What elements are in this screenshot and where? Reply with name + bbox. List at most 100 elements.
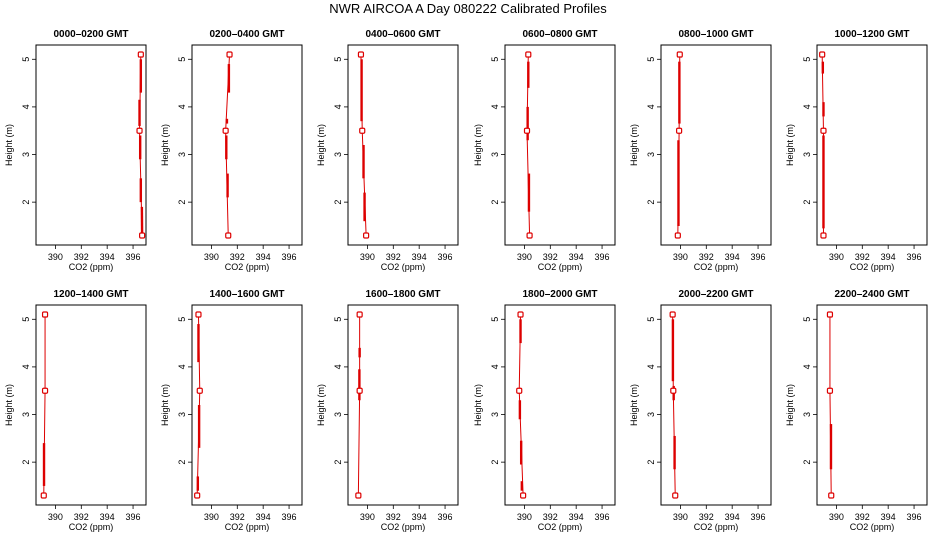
x-tick-label: 390	[673, 252, 688, 262]
y-tick-label: 5	[802, 317, 812, 322]
y-tick-label: 5	[21, 317, 31, 322]
x-tick-label: 390	[204, 252, 219, 262]
x-axis-label: CO2 (ppm)	[69, 262, 114, 272]
data-point	[194, 492, 201, 499]
x-tick-label: 392	[543, 252, 558, 262]
y-tick-label: 2	[333, 460, 343, 465]
y-tick-label: 3	[490, 412, 500, 417]
y-tick-label: 2	[177, 460, 187, 465]
plot-frame	[660, 44, 772, 246]
data-point	[359, 127, 366, 134]
x-tick-label: 390	[204, 512, 219, 522]
y-tick-label: 5	[177, 317, 187, 322]
y-axis-label: Height (m)	[473, 124, 483, 166]
data-point	[357, 51, 365, 58]
y-tick-label: 5	[646, 57, 656, 62]
data-point	[137, 51, 144, 58]
x-tick-label: 394	[725, 252, 740, 262]
x-tick-label: 396	[126, 512, 141, 522]
y-tick-label: 2	[646, 200, 656, 205]
x-tick-label: 392	[699, 252, 714, 262]
y-tick-label: 4	[802, 364, 812, 369]
main-title: NWR AIRCOA A Day 080222 Calibrated Profi…	[329, 1, 607, 16]
y-tick-label: 3	[490, 152, 500, 157]
data-point	[523, 127, 531, 134]
data-point	[225, 232, 232, 239]
x-tick-label: 390	[48, 252, 63, 262]
y-tick-label: 2	[333, 200, 343, 205]
x-tick-label: 392	[543, 512, 558, 522]
y-tick-label: 5	[177, 57, 187, 62]
y-tick-label: 4	[646, 364, 656, 369]
panel-title: 1800–2000 GMT	[522, 289, 597, 300]
data-point	[820, 232, 827, 239]
panel-title: 0000–0200 GMT	[53, 29, 128, 40]
panel-title: 1600–1800 GMT	[365, 289, 440, 300]
y-tick-label: 3	[802, 152, 812, 157]
y-tick-label: 2	[21, 200, 31, 205]
x-tick-label: 390	[673, 512, 688, 522]
y-tick-label: 2	[490, 200, 500, 205]
y-tick-label: 4	[490, 364, 500, 369]
panel-title: 0400–0600 GMT	[365, 29, 440, 40]
plot-frame	[35, 304, 147, 506]
x-tick-label: 394	[412, 512, 427, 522]
x-tick-label: 390	[829, 252, 844, 262]
y-tick-label: 4	[490, 104, 500, 109]
data-point	[195, 311, 202, 318]
data-point	[525, 51, 532, 58]
x-tick-label: 396	[282, 512, 297, 522]
data-point	[139, 232, 146, 239]
x-axis-label: CO2 (ppm)	[538, 522, 583, 532]
data-point	[676, 51, 683, 58]
x-tick-label: 396	[438, 252, 453, 262]
panel-title: 2200–2400 GMT	[834, 289, 909, 300]
y-axis-label: Height (m)	[160, 384, 170, 426]
y-tick-label: 2	[646, 460, 656, 465]
data-point	[355, 492, 362, 499]
y-axis-label: Height (m)	[629, 124, 639, 166]
y-tick-label: 4	[177, 104, 187, 109]
x-axis-label: CO2 (ppm)	[381, 522, 426, 532]
data-point	[136, 127, 143, 134]
x-tick-label: 392	[74, 252, 89, 262]
x-tick-label: 394	[256, 252, 271, 262]
data-point	[222, 127, 229, 134]
plot-frame	[660, 304, 772, 506]
y-axis-label: Height (m)	[160, 124, 170, 166]
data-point	[196, 387, 203, 394]
x-tick-label: 396	[751, 252, 766, 262]
x-tick-label: 390	[360, 252, 375, 262]
data-point	[516, 387, 523, 394]
panel-title: 2000–2200 GMT	[678, 289, 753, 300]
x-tick-label: 392	[74, 512, 89, 522]
y-tick-label: 5	[646, 317, 656, 322]
y-tick-label: 4	[21, 104, 31, 109]
y-tick-label: 3	[177, 152, 187, 157]
x-tick-label: 394	[881, 512, 896, 522]
y-tick-label: 3	[802, 412, 812, 417]
x-tick-label: 394	[725, 512, 740, 522]
x-axis-label: CO2 (ppm)	[694, 522, 739, 532]
x-tick-label: 394	[412, 252, 427, 262]
data-point	[670, 387, 677, 394]
y-tick-label: 4	[802, 104, 812, 109]
x-tick-label: 392	[855, 252, 870, 262]
y-tick-label: 4	[21, 364, 31, 369]
y-axis-label: Height (m)	[785, 384, 795, 426]
data-point	[41, 311, 49, 318]
y-tick-label: 3	[177, 412, 187, 417]
x-axis-label: CO2 (ppm)	[381, 262, 426, 272]
x-axis-label: CO2 (ppm)	[694, 262, 739, 272]
x-tick-label: 392	[855, 512, 870, 522]
y-tick-label: 5	[21, 57, 31, 62]
x-tick-label: 396	[595, 252, 610, 262]
panel-title: 1400–1600 GMT	[209, 289, 284, 300]
x-tick-label: 394	[881, 252, 896, 262]
x-axis-label: CO2 (ppm)	[850, 522, 895, 532]
panel-title: 1000–1200 GMT	[834, 29, 909, 40]
x-tick-label: 390	[48, 512, 63, 522]
data-point	[356, 311, 363, 318]
x-tick-label: 394	[100, 512, 115, 522]
